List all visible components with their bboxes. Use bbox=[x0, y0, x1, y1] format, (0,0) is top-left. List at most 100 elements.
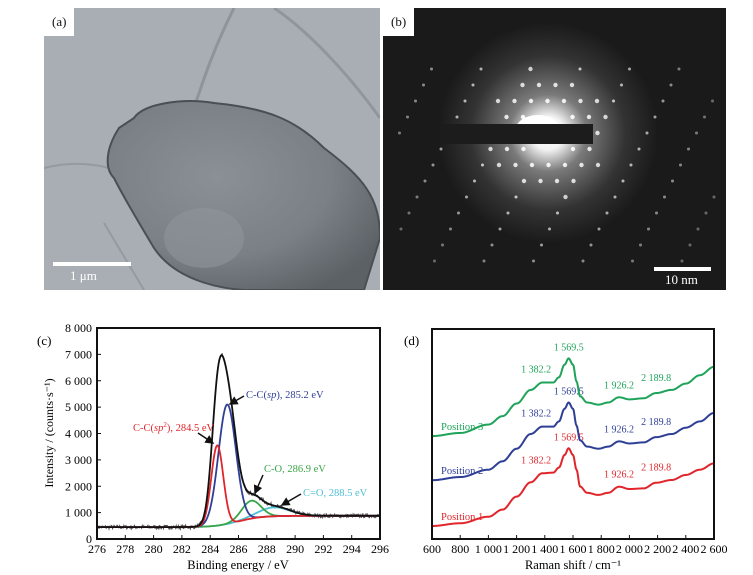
diffraction-spot bbox=[473, 179, 476, 183]
diffraction-spot bbox=[578, 98, 583, 104]
diffraction-spot bbox=[457, 211, 460, 215]
diffraction-image: (b) 10 nm bbox=[383, 8, 726, 290]
panel-b-label: (b) bbox=[383, 8, 415, 36]
series-label: Position 1 bbox=[441, 512, 483, 523]
diffraction-spot bbox=[570, 146, 576, 152]
diffraction-spot bbox=[696, 227, 700, 231]
diffraction-spot bbox=[653, 115, 657, 119]
diffraction-spot bbox=[688, 243, 692, 247]
x-tick-label: 296 bbox=[371, 542, 389, 556]
x-tick-label: 1 600 bbox=[560, 542, 587, 556]
panel-c-label: (c) bbox=[37, 333, 51, 348]
diffraction-spot bbox=[414, 99, 417, 103]
series-line bbox=[431, 357, 715, 438]
diffraction-spot bbox=[586, 114, 592, 120]
diffraction-spot bbox=[463, 99, 467, 103]
x-tick-label: 284 bbox=[201, 542, 219, 556]
diffraction-spot bbox=[663, 195, 666, 199]
scale-bar-label: 10 nm bbox=[665, 272, 698, 287]
x-tick-label: 1 800 bbox=[588, 542, 615, 556]
peak-label: 2 189.8 bbox=[641, 417, 671, 428]
x-tick-label: 288 bbox=[258, 542, 276, 556]
diffraction-spot bbox=[621, 179, 625, 183]
diffraction-spot bbox=[528, 66, 533, 72]
diffraction-spot bbox=[441, 243, 444, 247]
diffraction-spot bbox=[479, 67, 483, 71]
peak-label: 2 189.8 bbox=[641, 373, 671, 384]
diffraction-spot bbox=[680, 259, 684, 263]
xps-chart: (c) 276 278 280 282 284 286 288 290 292 294 296 0 1 … bbox=[37, 321, 389, 572]
annotation-arrow bbox=[253, 474, 264, 495]
tem-image-drawing bbox=[44, 8, 380, 290]
x-tick-label: 2 000 bbox=[616, 542, 643, 556]
y-tick-label: 7 000 bbox=[65, 347, 92, 361]
diffraction-spot bbox=[545, 98, 550, 104]
diffraction-spot bbox=[439, 147, 443, 151]
x-tick-label: 278 bbox=[116, 542, 134, 556]
diffraction-spot bbox=[513, 162, 518, 168]
diffraction-spot bbox=[594, 98, 600, 104]
panel-a-label: (a) bbox=[44, 8, 75, 36]
scale-bar-label: 1 μm bbox=[70, 268, 97, 283]
peak-label: 2 189.8 bbox=[641, 463, 671, 474]
diffraction-spot bbox=[589, 243, 593, 247]
scale-bar bbox=[654, 267, 711, 271]
x-tick-label: 282 bbox=[173, 542, 191, 556]
diffraction-spot bbox=[540, 243, 543, 247]
diffraction-spot bbox=[433, 259, 436, 263]
diffraction-spot bbox=[529, 162, 535, 168]
diffraction-spot bbox=[581, 259, 585, 263]
peak-label: 1 926.2 bbox=[604, 380, 634, 391]
diffraction-spot bbox=[677, 67, 681, 71]
series-line bbox=[431, 401, 715, 482]
annotation-arrow bbox=[228, 395, 245, 405]
diffraction-spot bbox=[579, 162, 584, 168]
x-tick-label: 600 bbox=[423, 542, 441, 556]
diffraction-spot bbox=[628, 67, 631, 71]
diffraction-spot bbox=[695, 131, 698, 135]
diffraction-spot bbox=[422, 83, 425, 87]
y-tick-label: 2 000 bbox=[65, 479, 92, 493]
diffraction-spot bbox=[415, 195, 419, 199]
diffraction-spot bbox=[571, 178, 576, 184]
raw-data-line bbox=[96, 352, 381, 532]
diffraction-spot bbox=[548, 227, 551, 231]
x-tick-label: 1 400 bbox=[531, 542, 558, 556]
diffraction-spot bbox=[679, 163, 682, 167]
diffraction-spot bbox=[562, 162, 568, 168]
diffraction-spot bbox=[498, 227, 502, 231]
peak-label: 1 926.2 bbox=[604, 424, 634, 435]
x-tick-label: 286 bbox=[230, 542, 248, 556]
raman-chart: (d) Position 11 382.21 569.51 926.22 189… bbox=[404, 328, 728, 572]
x-tick-label: 2 600 bbox=[701, 542, 728, 556]
diffraction-spot bbox=[704, 211, 708, 215]
diffraction-spot bbox=[399, 227, 403, 231]
peak-label: 1 569.5 bbox=[554, 432, 584, 443]
y-tick-label: 0 bbox=[86, 532, 92, 546]
y-tick-label: 8 000 bbox=[65, 321, 92, 335]
diffraction-spot bbox=[603, 114, 608, 120]
diffraction-spot bbox=[613, 195, 617, 199]
diffraction-spot bbox=[561, 98, 567, 104]
diffraction-spot bbox=[506, 211, 510, 215]
y-tick-label: 6 000 bbox=[65, 374, 92, 388]
diffraction-spot bbox=[595, 162, 601, 168]
diffraction-spot bbox=[536, 82, 542, 88]
envelope-fit-line bbox=[97, 354, 380, 529]
diffraction-spot bbox=[612, 99, 615, 103]
peak-label: 1 382.2 bbox=[521, 409, 551, 420]
diffraction-spot bbox=[578, 67, 582, 71]
diffraction-spot bbox=[538, 178, 543, 184]
diffraction-spot bbox=[569, 82, 575, 88]
diffraction-spot bbox=[488, 146, 493, 152]
diffraction-spot bbox=[645, 131, 649, 135]
diffraction-spot bbox=[431, 163, 435, 167]
diffraction-spot bbox=[546, 162, 551, 168]
diffraction-spot bbox=[504, 114, 509, 120]
peak-label: 1 569.5 bbox=[554, 387, 584, 398]
annotation-arrow bbox=[280, 493, 302, 506]
x-tick-label: 2 200 bbox=[644, 542, 671, 556]
peak-label: 1 382.2 bbox=[521, 455, 551, 466]
